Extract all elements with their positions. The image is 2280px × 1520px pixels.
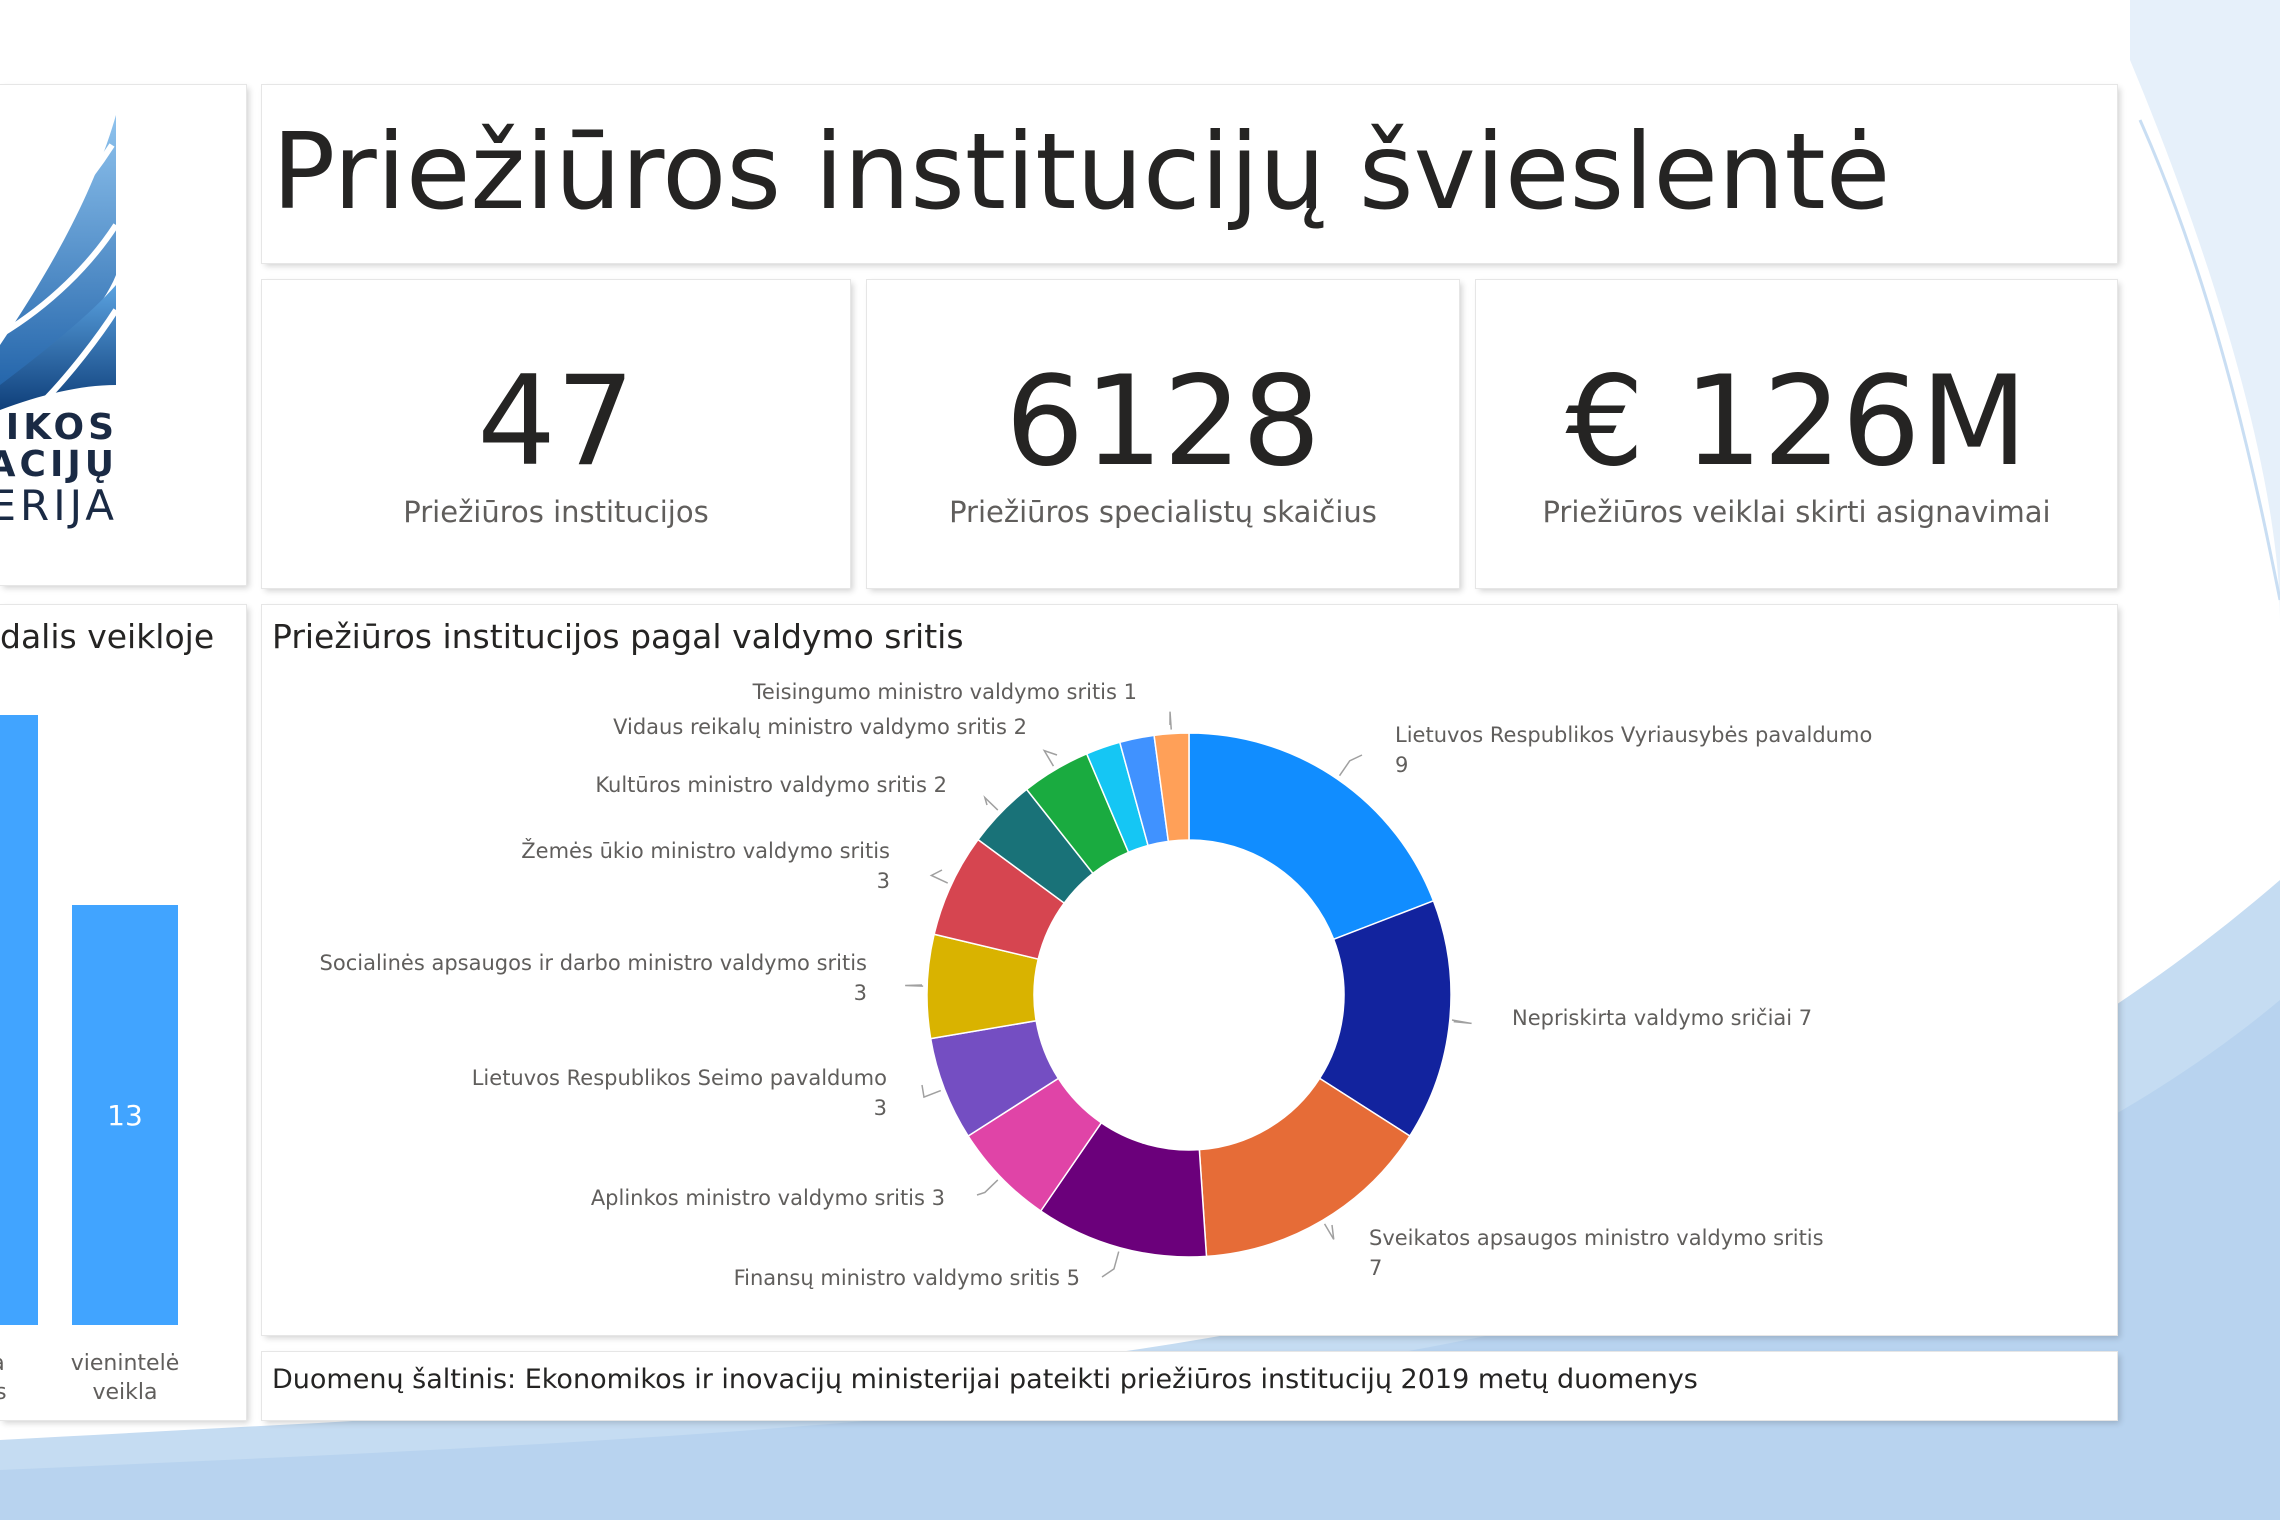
kpi-label: Priežiūros veiklai skirti asignavimai (1542, 495, 2051, 529)
donut-slice-label: 3 (874, 1096, 887, 1120)
donut-slice-label: Vidaus reikalų ministro valdymo sritis 2 (613, 715, 1027, 739)
donut-slice-label: Teisingumo ministro valdymo sritis 1 (752, 680, 1137, 704)
donut-slice-label: 3 (854, 981, 867, 1005)
donut-leader-line (983, 795, 999, 811)
data-source-text: Duomenų šaltinis: Ekonomikos ir inovacij… (272, 1364, 1698, 1395)
page-title: Priežiūros institucijų švieslentė (272, 111, 1891, 233)
kpi-value: 47 (477, 350, 635, 494)
bar-category-label: dalis (0, 1380, 7, 1405)
donut-leader-line (1169, 711, 1172, 730)
kpi-value: 6128 (1005, 350, 1321, 494)
donut-slice-label: Lietuvos Respublikos Vyriausybės pavaldu… (1395, 723, 1872, 747)
donut-leader-line (1338, 754, 1363, 777)
donut-slice-label: Lietuvos Respublikos Seimo pavaldumo (472, 1066, 887, 1090)
bar-chart: inga dalis 13 vienintelė veikla (0, 715, 179, 1405)
donut-slice-label: 3 (877, 869, 890, 893)
bar-value-label: 13 (107, 1099, 143, 1132)
donut-leader-line (929, 869, 949, 884)
donut-slice-0 (1188, 732, 1435, 941)
bar-chart-title: dalis veikloje (0, 617, 215, 656)
title-card: Priežiūros institucijų švieslentė (262, 85, 2117, 263)
donut-slice-1 (1318, 899, 1452, 1138)
bar-category-label: vienintelė (71, 1351, 179, 1376)
donut-slice-label: Socialinės apsaugos ir darbo ministro va… (320, 951, 867, 975)
donut-leader-line (905, 984, 924, 987)
donut-chart: Lietuvos Respublikos Vyriausybės pavaldu… (320, 680, 1873, 1290)
donut-leader-line (1451, 1019, 1472, 1025)
donut-leader-line (1323, 1223, 1335, 1240)
bar-1 (72, 905, 178, 1325)
kpi-label: Priežiūros specialistų skaičius (949, 495, 1377, 529)
kpi-card-appropriations: € 126M Priežiūros veiklai skirti asignav… (1476, 280, 2117, 588)
donut-slice-label: 9 (1395, 753, 1408, 777)
donut-chart-title: Priežiūros institucijos pagal valdymo sr… (272, 617, 964, 656)
logo-card: MIKOS VACIJŲ ERIJA (0, 85, 246, 585)
logo-text-line-3: ERIJA (0, 481, 118, 530)
donut-slice-label: Nepriskirta valdymo sričiai 7 (1512, 1006, 1812, 1030)
donut-leader-line (976, 1179, 999, 1196)
donut-slice-2 (1198, 1077, 1411, 1258)
donut-slice-label: Kultūros ministro valdymo sritis 2 (595, 773, 947, 797)
donut-leader-line (921, 1084, 942, 1099)
bar-category-label: veikla (92, 1380, 157, 1405)
bar-chart-card: dalis veikloje inga dalis 13 vienintelė veik… (0, 605, 246, 1420)
donut-slice-12 (1153, 732, 1190, 843)
donut-leader-line (1101, 1251, 1120, 1278)
ministry-logo-icon (0, 115, 119, 410)
donut-slice-label: Finansų ministro valdymo sritis 5 (734, 1266, 1080, 1290)
bar-category-label: inga (0, 1351, 5, 1376)
donut-slice-label: Aplinkos ministro valdymo sritis 3 (591, 1186, 945, 1210)
kpi-value: € 126M (1565, 350, 2028, 494)
kpi-card-institutions: 47 Priežiūros institucijos (262, 280, 850, 588)
donut-chart-card: Priežiūros institucijos pagal valdymo sr… (262, 605, 2117, 1335)
donut-leader-line (1042, 749, 1058, 767)
donut-slice-label: Sveikatos apsaugos ministro valdymo srit… (1369, 1226, 1824, 1250)
donut-slice-label: Žemės ūkio ministro valdymo sritis (521, 838, 890, 863)
source-card: Duomenų šaltinis: Ekonomikos ir inovacij… (262, 1352, 2117, 1420)
donut-slice-label: 7 (1369, 1256, 1382, 1280)
kpi-card-specialists: 6128 Priežiūros specialistų skaičius (867, 280, 1459, 588)
bar-0 (0, 715, 38, 1325)
logo-text-line-2: VACIJŲ (0, 444, 118, 485)
kpi-label: Priežiūros institucijos (403, 495, 709, 529)
logo-text-line-1: MIKOS (0, 407, 118, 448)
